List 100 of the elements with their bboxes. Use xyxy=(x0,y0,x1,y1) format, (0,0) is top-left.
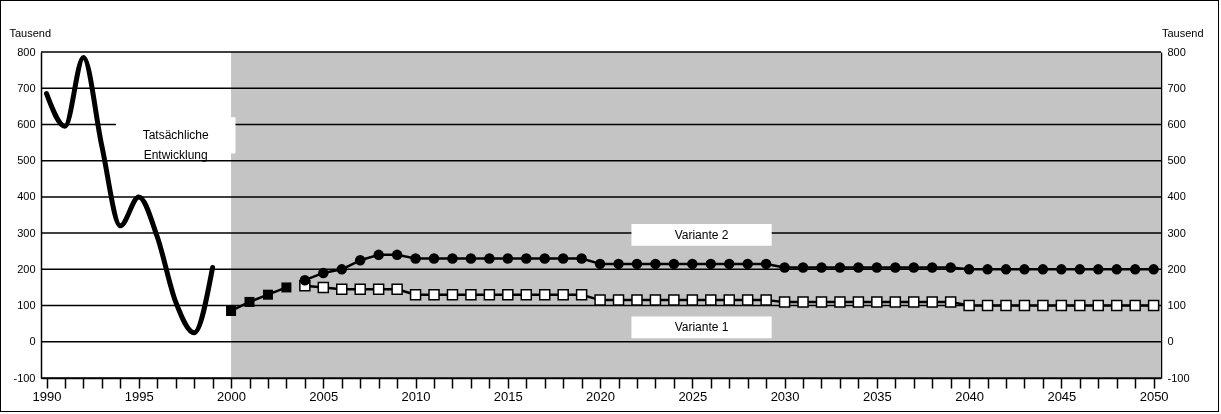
point xyxy=(853,262,864,273)
point xyxy=(705,258,717,270)
x-tick-label: 2020 xyxy=(586,388,616,404)
point xyxy=(944,296,957,308)
point xyxy=(502,253,514,264)
point xyxy=(557,253,569,264)
x-tick-label: 1990 xyxy=(32,388,62,404)
point xyxy=(797,262,809,273)
point xyxy=(742,258,753,270)
point xyxy=(1148,264,1159,275)
point xyxy=(484,253,495,264)
point xyxy=(945,262,956,273)
point xyxy=(575,288,588,301)
x-tick-label: 2035 xyxy=(862,388,892,404)
x-tick-label: 2040 xyxy=(955,388,985,404)
y-tick-label: 800 xyxy=(17,45,36,58)
point xyxy=(1092,299,1105,312)
point xyxy=(1037,264,1049,275)
x-tick-label: 2010 xyxy=(401,388,431,404)
x-tick-label: 1995 xyxy=(124,388,154,404)
point xyxy=(650,258,661,270)
point xyxy=(428,288,440,301)
point xyxy=(612,294,625,306)
point xyxy=(668,294,680,306)
point xyxy=(926,296,938,308)
point xyxy=(834,296,846,308)
point xyxy=(908,262,919,273)
point xyxy=(797,296,809,308)
point xyxy=(705,294,717,306)
point xyxy=(649,294,662,306)
point xyxy=(446,288,459,301)
y2-tick-label: 700 xyxy=(1167,81,1186,94)
point xyxy=(226,305,237,316)
point xyxy=(1129,299,1141,312)
point xyxy=(299,274,311,286)
point xyxy=(410,253,421,264)
point xyxy=(631,294,643,306)
point xyxy=(1000,299,1012,312)
point xyxy=(428,253,440,264)
y2-tick-label: 100 xyxy=(1167,299,1186,312)
y-tick-label: 500 xyxy=(17,154,36,167)
y-tick-label: -100 xyxy=(13,371,36,384)
point xyxy=(890,262,901,273)
point xyxy=(723,258,735,270)
y-axis-title: Tausend xyxy=(9,26,52,39)
point xyxy=(741,294,754,306)
point xyxy=(594,258,606,270)
point xyxy=(631,258,643,270)
point xyxy=(244,296,255,307)
point xyxy=(576,253,587,264)
x-tick-label: 2050 xyxy=(1139,388,1169,404)
point xyxy=(963,264,975,275)
y2-tick-label: 300 xyxy=(1167,226,1186,239)
series-label: Variante 1 xyxy=(674,320,729,335)
point xyxy=(1074,264,1086,275)
point xyxy=(1110,299,1123,312)
x-tick-label: 2000 xyxy=(217,388,247,404)
y-tick-label: 100 xyxy=(17,299,36,312)
y2-tick-label: -100 xyxy=(1167,371,1190,384)
point xyxy=(1111,264,1122,275)
point xyxy=(502,288,514,301)
point xyxy=(354,255,366,266)
point xyxy=(908,296,920,308)
text: Tatsächliche Entwicklung xyxy=(142,128,210,163)
point xyxy=(963,299,975,312)
point xyxy=(723,294,735,306)
point xyxy=(1037,299,1049,312)
point xyxy=(1018,299,1031,312)
point xyxy=(1093,264,1104,275)
y-tick-label: 700 xyxy=(17,81,36,94)
point xyxy=(318,267,329,279)
point xyxy=(557,288,569,301)
x-tick-label: 2045 xyxy=(1047,388,1077,404)
point xyxy=(1055,299,1068,312)
point xyxy=(465,253,477,264)
point xyxy=(1000,264,1012,275)
point xyxy=(391,283,403,296)
point xyxy=(816,262,827,273)
point xyxy=(668,258,680,270)
point xyxy=(981,299,994,312)
point xyxy=(520,288,533,301)
point xyxy=(1129,264,1141,275)
point xyxy=(391,249,403,261)
point xyxy=(465,288,477,301)
point xyxy=(871,296,883,308)
point xyxy=(262,289,273,300)
point xyxy=(889,296,902,308)
y2-tick-label: 600 xyxy=(1167,117,1186,130)
point xyxy=(834,262,846,273)
point xyxy=(372,283,385,296)
y2-tick-label: 500 xyxy=(1167,154,1186,167)
point xyxy=(538,288,551,301)
x-tick-label: 2015 xyxy=(493,388,523,404)
point xyxy=(926,262,938,273)
point xyxy=(373,249,384,261)
point xyxy=(1147,299,1160,312)
point xyxy=(871,262,883,273)
point xyxy=(594,294,606,306)
x-tick-label: 2030 xyxy=(770,388,800,404)
point xyxy=(815,296,828,308)
